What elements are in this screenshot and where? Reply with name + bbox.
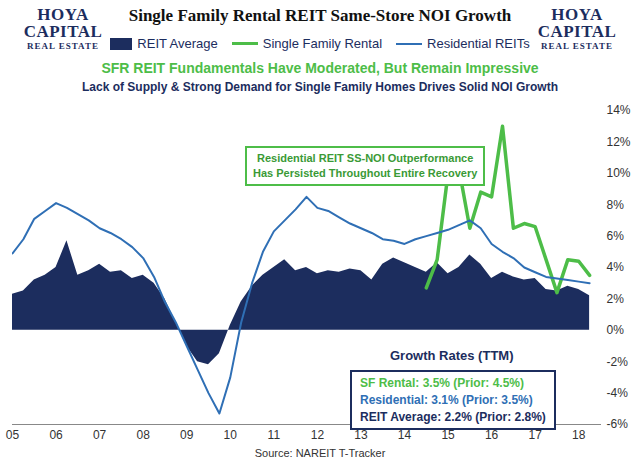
svg-text:06: 06 [49, 428, 63, 442]
html-text:Residential REITs: Residential REITs [427, 36, 530, 51]
html-text:Single Family Rental REIT Same: Single Family Rental REIT Same-Store NOI… [128, 6, 512, 25]
svg-text:18: 18 [572, 428, 586, 442]
svg-text:6%: 6% [607, 229, 625, 243]
html-text:Single Family Rental: Single Family Rental [262, 36, 382, 51]
svg-text:14: 14 [397, 428, 412, 442]
html-text:Growth Rates (TTM): Growth Rates (TTM) [390, 348, 514, 363]
html-text:Residential: 3.1% (Prior: 3.5%: Residential: 3.1% (Prior: 3.5%) [360, 392, 533, 407]
svg-text:-2%: -2% [607, 355, 629, 369]
html-text:Residential REIT SS-NOI Outper: Residential REIT SS-NOI Outperformance [257, 152, 474, 164]
svg-text:15: 15 [441, 428, 455, 442]
svg-text:07: 07 [93, 428, 107, 442]
html-text:REIT Average: REIT Average [137, 36, 218, 51]
svg-text:4%: 4% [607, 260, 625, 274]
svg-text:8%: 8% [607, 198, 625, 212]
svg-text:11: 11 [268, 428, 281, 442]
html-text:Source: NAREIT T-Tracker: Source: NAREIT T-Tracker [254, 447, 386, 459]
svg-text:08: 08 [136, 428, 150, 442]
html-text:Has Persisted Throughout Entir: Has Persisted Throughout Entire Recovery [253, 166, 478, 179]
svg-text:17: 17 [528, 428, 542, 442]
svg-text:0%: 0% [607, 323, 625, 337]
svg-text:05: 05 [6, 428, 20, 442]
svg-text:12%: 12% [607, 135, 631, 149]
svg-text:09: 09 [180, 428, 194, 442]
html-text:REAL ESTATE: REAL ESTATE [541, 41, 613, 51]
svg-text:-4%: -4% [607, 386, 629, 400]
html-text:SFR REIT Fundamentals Have Mod: SFR REIT Fundamentals Have Moderated, Bu… [101, 60, 539, 76]
svg-text:13: 13 [354, 428, 368, 442]
svg-text:10%: 10% [607, 166, 631, 180]
html-text:HOYA CAPITAL: HOYA CAPITAL [537, 5, 617, 41]
svg-text:-6%: -6% [607, 417, 629, 431]
html-text:REAL ESTATE: REAL ESTATE [27, 41, 99, 51]
svg-text:2%: 2% [607, 292, 625, 306]
svg-text:14%: 14% [607, 103, 631, 117]
html-text:REIT Average: 2.2% (Prior: 2.8: REIT Average: 2.2% (Prior: 2.8%) [360, 409, 546, 424]
html-text:SF Rental: 3.5% (Prior: 4.5%): SF Rental: 3.5% (Prior: 4.5%) [360, 376, 524, 390]
html-text:HOYA CAPITAL: HOYA CAPITAL [23, 5, 103, 41]
html-text:Lack of Supply & Strong Demand: Lack of Supply & Strong Demand for Singl… [82, 80, 558, 94]
svg-text:10: 10 [224, 428, 238, 442]
svg-text:12: 12 [311, 428, 325, 442]
svg-text:16: 16 [484, 428, 499, 442]
